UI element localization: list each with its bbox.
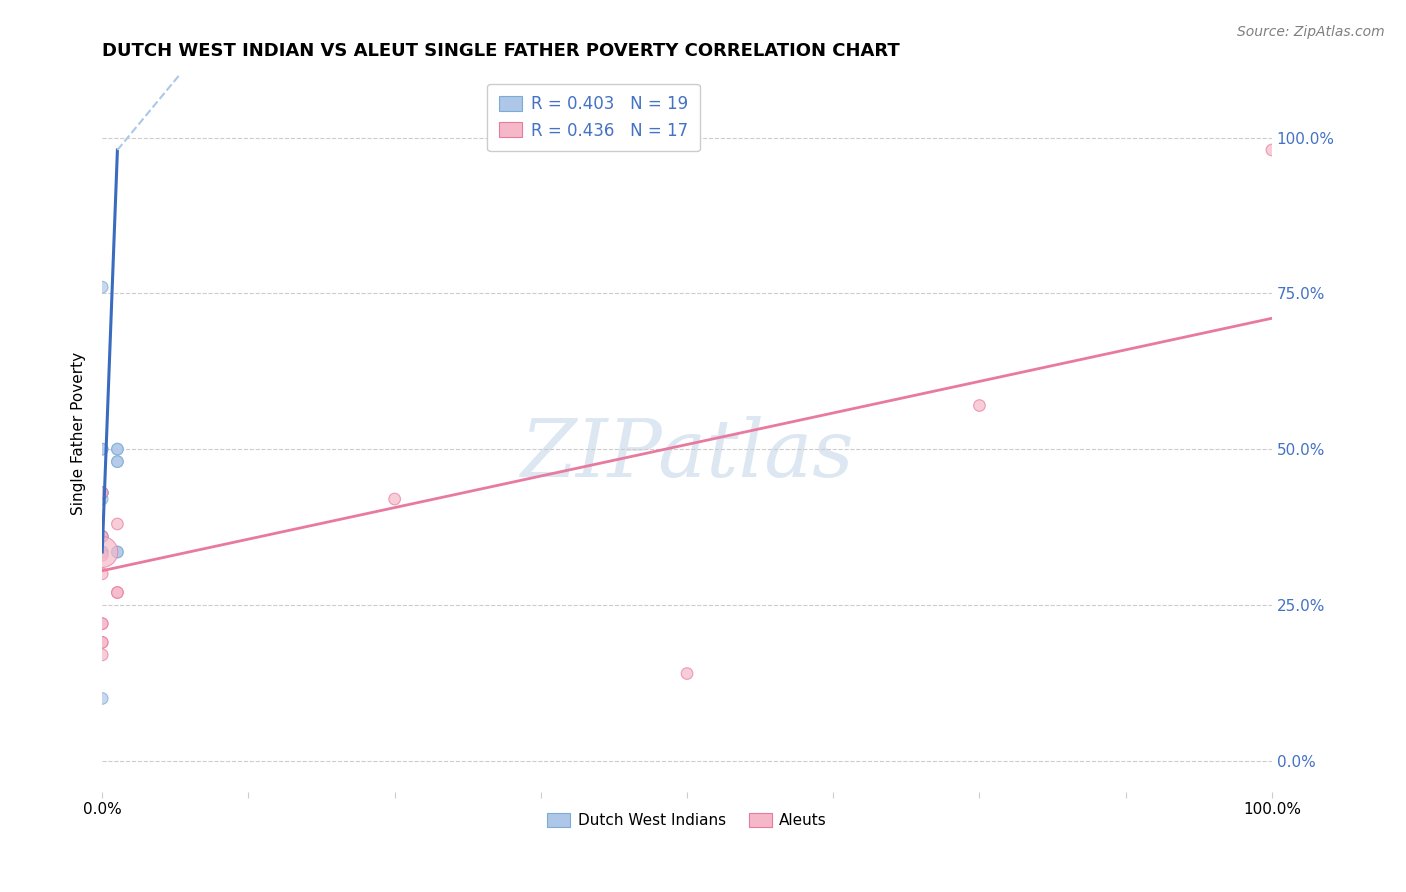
- Point: [91, 616, 114, 631]
- Point: [384, 491, 406, 506]
- Point: [107, 585, 129, 599]
- Point: [107, 516, 129, 531]
- Point: [107, 545, 129, 559]
- Point: [91, 691, 114, 706]
- Point: [91, 485, 114, 500]
- Point: [91, 485, 114, 500]
- Text: Source: ZipAtlas.com: Source: ZipAtlas.com: [1237, 25, 1385, 39]
- Point: [91, 635, 114, 649]
- Point: [91, 545, 114, 559]
- Point: [91, 635, 114, 649]
- Point: [91, 485, 114, 500]
- Point: [91, 485, 114, 500]
- Point: [91, 545, 114, 559]
- Point: [91, 545, 114, 559]
- Text: ZIPatlas: ZIPatlas: [520, 417, 853, 494]
- Point: [91, 548, 114, 562]
- Point: [107, 545, 129, 559]
- Legend: Dutch West Indians, Aleuts: Dutch West Indians, Aleuts: [541, 807, 834, 835]
- Y-axis label: Single Father Poverty: Single Father Poverty: [72, 352, 86, 516]
- Point: [91, 442, 114, 457]
- Point: [91, 280, 114, 294]
- Point: [91, 648, 114, 662]
- Point: [91, 442, 114, 457]
- Point: [91, 529, 114, 543]
- Point: [91, 529, 114, 543]
- Point: [91, 616, 114, 631]
- Point: [107, 585, 129, 599]
- Point: [107, 455, 129, 469]
- Point: [969, 399, 991, 413]
- Point: [91, 491, 114, 506]
- Point: [91, 529, 114, 543]
- Text: DUTCH WEST INDIAN VS ALEUT SINGLE FATHER POVERTY CORRELATION CHART: DUTCH WEST INDIAN VS ALEUT SINGLE FATHER…: [103, 42, 900, 60]
- Point: [91, 545, 114, 559]
- Point: [1261, 143, 1284, 157]
- Point: [91, 566, 114, 581]
- Point: [107, 442, 129, 457]
- Point: [676, 666, 699, 681]
- Point: [107, 455, 129, 469]
- Point: [107, 442, 129, 457]
